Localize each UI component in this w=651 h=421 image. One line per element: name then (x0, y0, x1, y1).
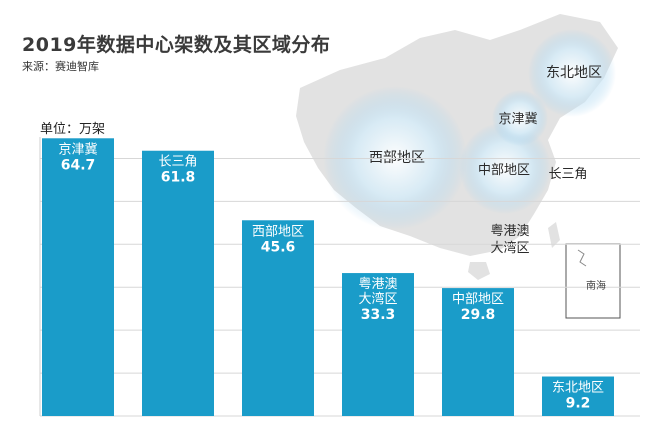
bar-value-label: 29.8 (461, 307, 496, 323)
bar (442, 288, 514, 416)
bar-category-label: 中部地区 (452, 292, 504, 307)
bar-category-label: 粤港澳 (358, 276, 397, 292)
map-label: 粤港澳 (490, 223, 529, 239)
unit-label: 单位：万架 (40, 122, 106, 137)
bar-value-label: 61.8 (161, 170, 196, 186)
bar-value-label: 33.3 (361, 307, 396, 323)
bar-category-label: 京津冀 (58, 141, 97, 157)
bar-value-label: 64.7 (61, 157, 96, 173)
bar (42, 138, 114, 416)
bar-category-label: 西部地区 (252, 224, 304, 239)
glow-jingjinji (492, 90, 548, 146)
glow-northeast (528, 29, 616, 117)
south-sea-inset-coast (577, 249, 587, 267)
map-label: 长三角 (548, 167, 587, 182)
bar-value-label: 45.6 (261, 239, 296, 255)
bar (542, 376, 614, 416)
chart-source: 来源：赛迪智库 (22, 60, 99, 73)
taiwan-island (548, 222, 560, 248)
glow-central (459, 122, 551, 214)
bar (342, 273, 414, 416)
map-label: 中部地区 (478, 163, 530, 178)
bar (142, 150, 214, 416)
south-sea-label: 南海 (586, 281, 606, 292)
bar (242, 220, 314, 416)
map-label: 东北地区 (546, 65, 602, 81)
chart-title: 2019年数据中心架数及其区域分布 (22, 34, 331, 56)
bar-category-label: 长三角 (158, 155, 197, 170)
south-sea-inset (565, 243, 621, 319)
hainan-island (468, 262, 490, 280)
map-label: 京津冀 (498, 111, 537, 127)
bar-value-label: 9.2 (566, 396, 591, 412)
bar-category-label: 大湾区 (358, 291, 397, 307)
bar-category-label: 东北地区 (552, 381, 604, 396)
